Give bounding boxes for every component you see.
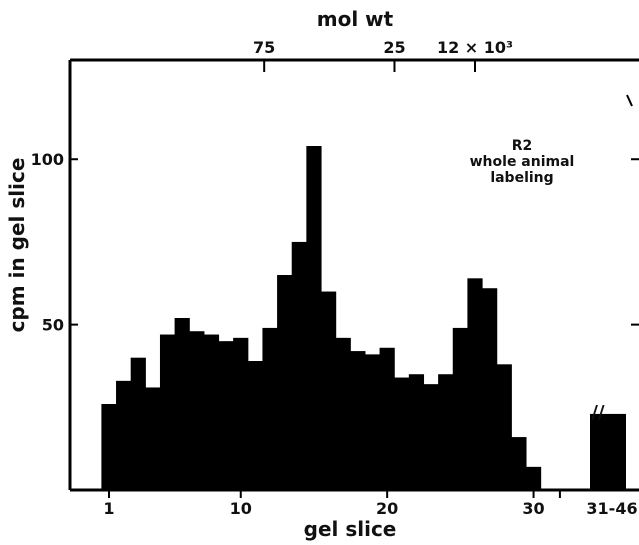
bar-slice-24 (438, 374, 454, 490)
bar-slice-4 (145, 387, 161, 490)
x-tick-label: 31-46 (586, 499, 637, 518)
top-axis-label: mol wt (317, 7, 394, 31)
bar-slice-13 (277, 275, 293, 490)
bar-slice-6 (174, 318, 190, 490)
annotation-line-3: labeling (490, 170, 553, 186)
top-tick-label: 12 × 10³ (437, 38, 513, 57)
bar-slice-14 (291, 241, 307, 490)
x-tick-label: 10 (230, 499, 252, 518)
ticks-layer: 1 10 20 30 31-46 75 25 12 × 10³ 50 100 (31, 38, 639, 518)
bar-slice-12 (262, 327, 278, 490)
bar-slice-19 (364, 354, 381, 490)
annotation-line-1: R2 (512, 138, 533, 154)
bar-slice-5 (159, 334, 176, 490)
y-tick-label: 50 (42, 316, 64, 335)
bar-slice-9 (218, 341, 234, 490)
bar-slice-8 (203, 334, 220, 490)
annotation-line-2: whole animal (470, 154, 575, 170)
bar-slice-23 (423, 384, 439, 490)
bar-slice-30 (525, 466, 542, 490)
axes-layer (68, 58, 639, 492)
edge-mark (626, 94, 633, 107)
bar-slice-16 (321, 291, 337, 490)
top-tick-label: 75 (253, 38, 275, 57)
bar-slice-22 (408, 374, 425, 490)
bar-slice-1 (101, 404, 117, 490)
bar-slice-27 (482, 288, 498, 490)
top-tick-label: 25 (383, 38, 405, 57)
bar-slice-20 (379, 347, 395, 490)
bar-slice-29 (511, 437, 527, 490)
bar-slice-31-46 (590, 413, 626, 490)
y-axis-label: cpm in gel slice (5, 158, 29, 333)
x-tick-label: 30 (522, 499, 544, 518)
bar-slice-10 (233, 337, 249, 490)
bar-slice-2 (116, 380, 132, 490)
bar-slice-25 (452, 327, 468, 490)
bar-slice-17 (335, 337, 351, 490)
x-tick-label: 20 (376, 499, 398, 518)
x-tick-label: 1 (103, 499, 114, 518)
axis-break-marker: // (591, 402, 605, 423)
bar-slice-21 (394, 377, 410, 490)
x-axis-label: gel slice (304, 517, 397, 541)
bar-slice-3 (130, 357, 146, 490)
bar-slice-18 (350, 351, 366, 490)
bar-slice-7 (189, 331, 205, 490)
bars-layer (101, 146, 626, 490)
y-tick-label: 100 (31, 150, 64, 169)
bar-slice-26 (467, 278, 483, 490)
labels-layer: mol wt gel slice cpm in gel slice R2 who… (5, 7, 605, 541)
bar-slice-11 (247, 361, 263, 490)
bar-slice-15 (306, 146, 322, 490)
bar-slice-28 (496, 364, 512, 490)
